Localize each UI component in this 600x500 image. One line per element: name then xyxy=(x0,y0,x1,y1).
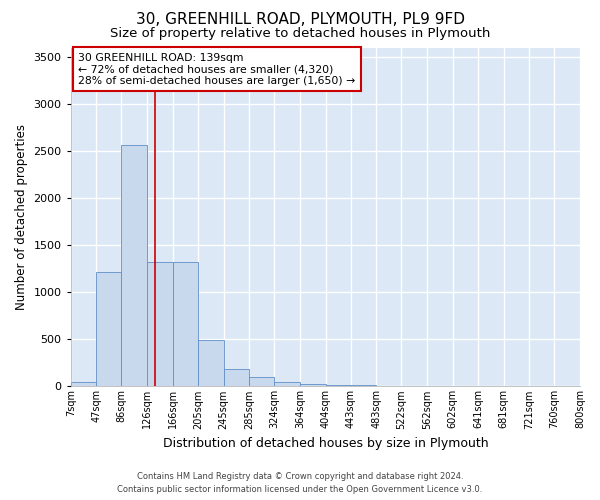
Y-axis label: Number of detached properties: Number of detached properties xyxy=(15,124,28,310)
Text: 30, GREENHILL ROAD, PLYMOUTH, PL9 9FD: 30, GREENHILL ROAD, PLYMOUTH, PL9 9FD xyxy=(136,12,464,28)
Text: 30 GREENHILL ROAD: 139sqm
← 72% of detached houses are smaller (4,320)
28% of se: 30 GREENHILL ROAD: 139sqm ← 72% of detac… xyxy=(79,52,356,86)
Bar xyxy=(224,369,249,386)
Bar xyxy=(71,382,97,386)
Bar xyxy=(274,382,300,386)
Text: Size of property relative to detached houses in Plymouth: Size of property relative to detached ho… xyxy=(110,28,490,40)
Bar xyxy=(147,262,173,386)
Bar xyxy=(121,146,147,386)
Bar xyxy=(198,340,224,386)
Bar xyxy=(173,262,198,386)
Text: Contains HM Land Registry data © Crown copyright and database right 2024.
Contai: Contains HM Land Registry data © Crown c… xyxy=(118,472,482,494)
Bar xyxy=(300,384,326,386)
Bar xyxy=(249,378,274,386)
Bar xyxy=(97,272,121,386)
X-axis label: Distribution of detached houses by size in Plymouth: Distribution of detached houses by size … xyxy=(163,437,488,450)
Bar xyxy=(326,384,351,386)
